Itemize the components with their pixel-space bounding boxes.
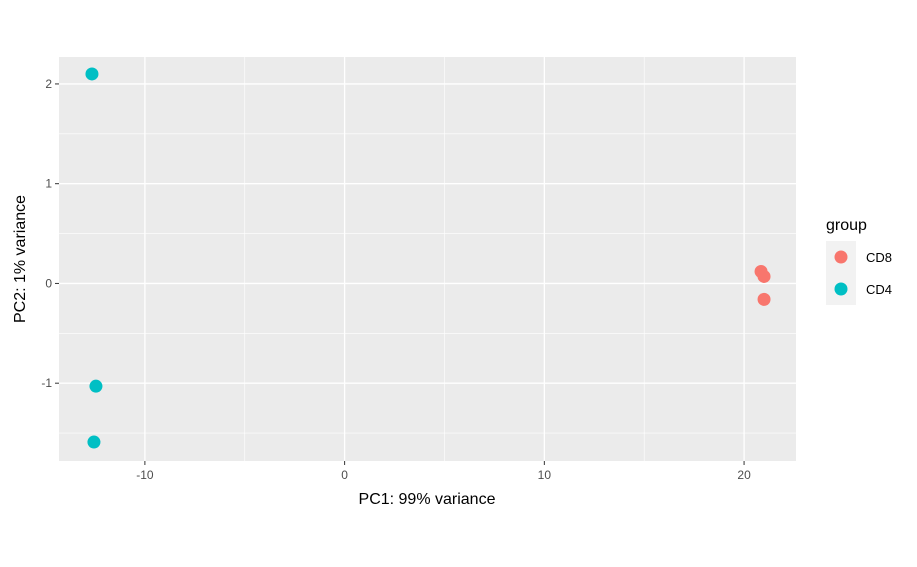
y-tick-label: 1 — [45, 177, 52, 191]
legend-title: group — [826, 217, 867, 234]
major-gridlines — [59, 57, 796, 461]
plot-panel — [59, 57, 796, 461]
y-tick-label: 2 — [45, 77, 52, 91]
x-tick-label: 10 — [538, 468, 552, 482]
scatter-point-cd4 — [89, 379, 103, 393]
x-axis-title: PC1: 99% variance — [359, 491, 496, 508]
y-axis-title: PC2: 1% variance — [12, 195, 29, 323]
x-tick-label: 0 — [341, 468, 348, 482]
legend-label-cd4: CD4 — [866, 282, 892, 297]
minor-gridlines — [59, 57, 796, 461]
scatter-point-cd8 — [757, 292, 771, 306]
x-axis: -10 0 10 20 — [136, 461, 751, 482]
y-tick-label: 0 — [45, 276, 52, 290]
x-tick-label: 20 — [737, 468, 751, 482]
legend-key-cd4 — [834, 282, 848, 296]
scatter-point-cd4 — [85, 67, 99, 81]
y-axis: -1 0 1 2 — [41, 77, 59, 390]
legend-key-cd8 — [834, 250, 848, 264]
legend-keys: CD8 CD4 — [826, 241, 892, 305]
scatter-point-cd4 — [87, 435, 101, 449]
x-tick-label: -10 — [136, 468, 154, 482]
scatter-point-cd8 — [757, 269, 771, 283]
legend-label-cd8: CD8 — [866, 250, 892, 265]
y-tick-label: -1 — [41, 376, 52, 390]
data-points — [85, 67, 771, 449]
legend: group CD8 CD4 — [826, 217, 892, 305]
